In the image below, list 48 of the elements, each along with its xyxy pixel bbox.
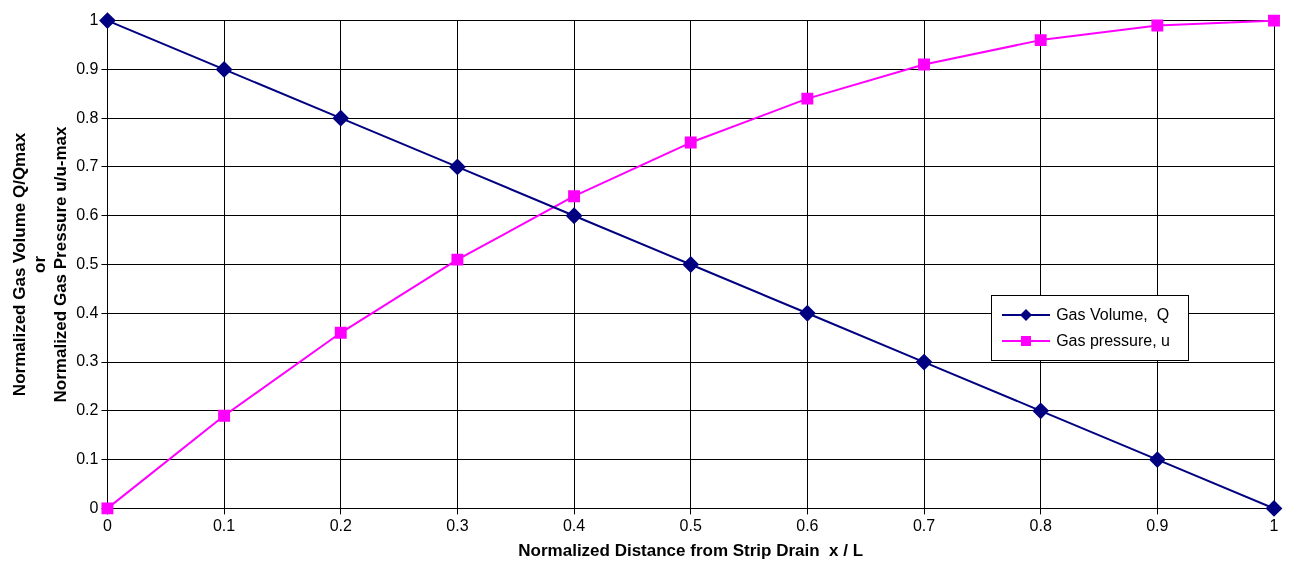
y-tick-label: 0.3 [76, 352, 99, 370]
point [566, 207, 583, 224]
x-tick-label: 0.2 [329, 517, 352, 535]
x-tick-label: 0.5 [679, 517, 702, 535]
x-tick-label: 0.4 [562, 517, 586, 535]
y-tick-label: 0.9 [76, 59, 99, 77]
x-tick-label: 0.6 [796, 517, 819, 535]
x-tick-label: 0.3 [446, 517, 469, 535]
point [1266, 500, 1282, 517]
point [218, 409, 231, 422]
legend-label: Gas pressure, u [1056, 331, 1170, 350]
point [101, 502, 114, 515]
point [684, 136, 697, 149]
y-tick-label: 0.1 [76, 450, 99, 468]
point [568, 190, 581, 203]
x-tick-label: 0 [102, 517, 112, 535]
y-tick-label: 0.2 [76, 401, 99, 419]
point [799, 305, 816, 322]
y-tick-label: 0.5 [76, 254, 99, 272]
x-tick-label: 0.1 [212, 517, 236, 535]
point [1268, 14, 1280, 27]
legend-label: Gas Volume, Q [1056, 305, 1170, 324]
point [1032, 402, 1049, 419]
point [682, 256, 699, 273]
x-tick-label: 0.9 [1146, 517, 1169, 535]
y-tick-label: 0.4 [76, 303, 99, 321]
point [449, 158, 466, 175]
point [334, 326, 347, 339]
y-tick-label: 0.7 [76, 157, 99, 175]
y-tick-label: 0.6 [76, 206, 99, 224]
point [1034, 34, 1047, 47]
point [451, 253, 464, 266]
y-tick-label: 1 [89, 11, 99, 29]
y-tick-label: 0 [89, 498, 99, 516]
point [99, 12, 116, 29]
point [918, 58, 930, 71]
point [916, 354, 933, 371]
x-axis-title: Normalized Distance from Strip Drain x / L [518, 541, 864, 561]
point [1151, 19, 1164, 32]
point [1149, 451, 1166, 468]
point [332, 110, 349, 127]
y-axis-title: Normalized Gas Volume Q/Qmax or Normalized Gas Pressure u/u-max [9, 126, 70, 403]
point [801, 92, 814, 105]
y-tick-label: 0.8 [76, 108, 99, 126]
x-tick-label: 0.7 [912, 517, 936, 535]
x-tick-label: 1 [1269, 517, 1279, 535]
point [216, 61, 233, 78]
x-tick-label: 0.8 [1029, 517, 1052, 535]
